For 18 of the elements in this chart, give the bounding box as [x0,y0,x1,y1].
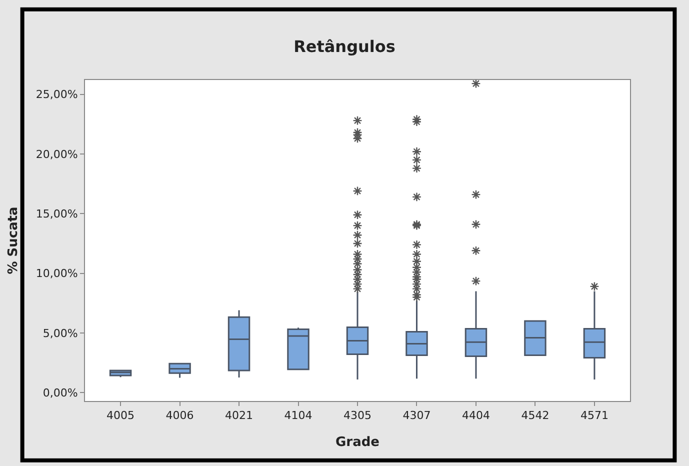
x-axis-title: Grade [336,434,380,450]
x-tick-label: 4005 [106,409,135,422]
y-tick-label: 20,00% [36,148,78,161]
y-tick-label: 5,00% [42,326,78,340]
y-axis-title: % Sucata [6,206,21,274]
x-tick-label: 4542 [521,409,550,422]
x-tick-label: 4571 [580,409,608,422]
x-tick-label: 4104 [284,409,312,422]
y-tick-label: 10,00% [36,267,78,280]
chart-title: Retângulos [294,37,396,56]
y-tick-label: 25,00% [36,88,78,102]
x-tick-label: 4404 [462,409,490,422]
y-tick-label: 15,00% [36,208,78,220]
x-tick-label: 4021 [225,409,254,422]
x-tick-label: 4006 [166,409,194,422]
x-tick-label: 4305 [344,409,372,422]
y-tick-label: 0,00% [42,386,78,400]
x-tick-label: 4307 [402,409,431,422]
